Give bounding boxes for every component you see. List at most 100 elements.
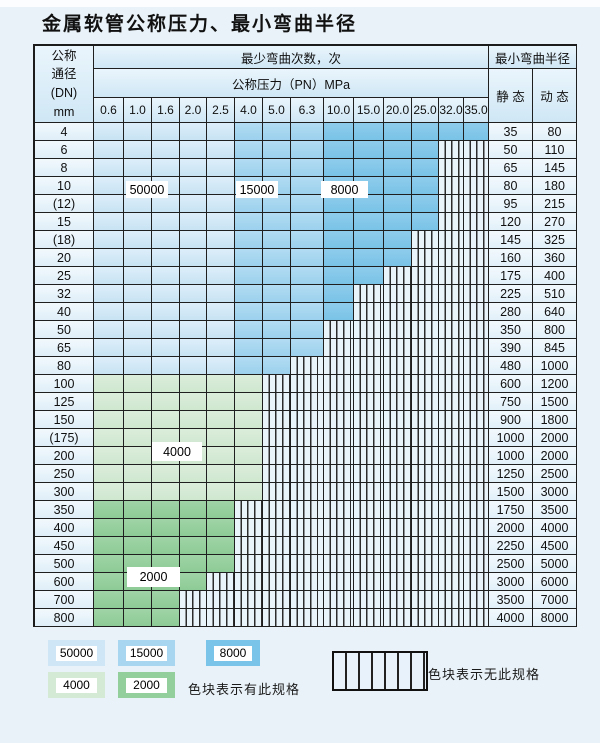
- table-row: 700 3500 7000: [35, 591, 577, 609]
- no-spec-cell: [464, 375, 489, 393]
- spec-cell: [152, 249, 180, 267]
- static-value-cell: 2500: [489, 555, 533, 573]
- no-spec-cell: [464, 339, 489, 357]
- spec-cell: [235, 249, 263, 267]
- table-row: 6 50 110: [35, 141, 577, 159]
- no-spec-cell: [412, 483, 439, 501]
- spec-cell: [180, 501, 207, 519]
- spec-cell: [124, 465, 152, 483]
- dynamic-value-cell: 2500: [533, 465, 577, 483]
- spec-cell: [263, 159, 291, 177]
- legend-no-spec-swatch: [332, 651, 428, 691]
- no-spec-cell: [291, 447, 324, 465]
- static-value-cell: 1750: [489, 501, 533, 519]
- table-row: 450 2250 4500: [35, 537, 577, 555]
- pressure-col-header: 10.0: [324, 98, 354, 123]
- no-spec-cell: [354, 375, 384, 393]
- legend-value-2000: 2000: [125, 677, 168, 693]
- no-spec-cell: [235, 609, 263, 627]
- table-row: 8 65 145: [35, 159, 577, 177]
- static-value-cell: 600: [489, 375, 533, 393]
- spec-table: 公称 通径 (DN) mm 最少弯曲次数，次 最小弯曲半径 公称压力（PN）MP…: [33, 44, 577, 627]
- dn-cell: 700: [35, 591, 94, 609]
- spec-cell: [207, 537, 235, 555]
- spec-cell: [180, 393, 207, 411]
- no-spec-cell: [324, 357, 354, 375]
- no-spec-cell: [324, 609, 354, 627]
- spec-cell: [152, 213, 180, 231]
- spec-cell: [235, 267, 263, 285]
- table-header: 公称 通径 (DN) mm 最少弯曲次数，次 最小弯曲半径 公称压力（PN）MP…: [35, 46, 577, 123]
- spec-cell: [94, 339, 124, 357]
- pressure-col-header: 25.0: [412, 98, 439, 123]
- spec-cell: [180, 141, 207, 159]
- no-spec-cell: [412, 321, 439, 339]
- pressure-col-header: 1.0: [124, 98, 152, 123]
- spec-cell: [152, 537, 180, 555]
- pressure-col-header: 20.0: [384, 98, 412, 123]
- no-spec-cell: [324, 465, 354, 483]
- spec-cell: [180, 321, 207, 339]
- spec-cell: [464, 123, 489, 141]
- no-spec-cell: [384, 339, 412, 357]
- no-spec-cell: [412, 429, 439, 447]
- dynamic-value-cell: 5000: [533, 555, 577, 573]
- spec-cell: [235, 393, 263, 411]
- dn-cell: 500: [35, 555, 94, 573]
- spec-cell: [324, 231, 354, 249]
- dynamic-value-cell: 1800: [533, 411, 577, 429]
- legend-no-spec-note: 色块表示无此规格: [428, 667, 541, 682]
- spec-cell: [124, 339, 152, 357]
- static-value-cell: 35: [489, 123, 533, 141]
- spec-cell: [207, 303, 235, 321]
- pressure-col-header: 5.0: [263, 98, 291, 123]
- spec-cell: [94, 177, 124, 195]
- spec-cell: [384, 141, 412, 159]
- no-spec-cell: [412, 573, 439, 591]
- pressure-col-header: 15.0: [354, 98, 384, 123]
- pressure-col-header: 6.3: [291, 98, 324, 123]
- spec-cell: [207, 285, 235, 303]
- spec-cell: [263, 303, 291, 321]
- spec-cell: [263, 285, 291, 303]
- spec-cell: [94, 249, 124, 267]
- no-spec-cell: [263, 591, 291, 609]
- dynamic-value-cell: 510: [533, 285, 577, 303]
- no-spec-cell: [291, 357, 324, 375]
- spec-cell: [152, 339, 180, 357]
- no-spec-cell: [324, 375, 354, 393]
- dynamic-value-cell: 1200: [533, 375, 577, 393]
- no-spec-cell: [354, 483, 384, 501]
- no-spec-cell: [384, 573, 412, 591]
- static-value-cell: 1250: [489, 465, 533, 483]
- spec-cell: [180, 519, 207, 537]
- no-spec-cell: [263, 429, 291, 447]
- dn-cell: 8: [35, 159, 94, 177]
- spec-cell: [235, 483, 263, 501]
- spec-cell: [207, 123, 235, 141]
- no-spec-cell: [291, 501, 324, 519]
- bend-cycles-header: 最少弯曲次数，次: [94, 46, 489, 69]
- table-row: 600 3000 6000: [35, 573, 577, 591]
- spec-cell: [180, 213, 207, 231]
- spec-cell: [94, 465, 124, 483]
- no-spec-cell: [235, 519, 263, 537]
- no-spec-cell: [412, 555, 439, 573]
- dynamic-value-cell: 800: [533, 321, 577, 339]
- corner-line-2: 通径: [51, 67, 77, 82]
- spec-cell: [263, 249, 291, 267]
- pressure-col-header: 32.0: [439, 98, 464, 123]
- spec-cell: [291, 321, 324, 339]
- spec-cell: [152, 411, 180, 429]
- no-spec-cell: [324, 393, 354, 411]
- spec-cell: [263, 213, 291, 231]
- spec-cell: [124, 141, 152, 159]
- spec-cell: [124, 285, 152, 303]
- static-value-cell: 2250: [489, 537, 533, 555]
- spec-cell: [207, 177, 235, 195]
- dn-cell: (175): [35, 429, 94, 447]
- spec-cell: [263, 123, 291, 141]
- no-spec-cell: [439, 393, 464, 411]
- static-value-cell: 280: [489, 303, 533, 321]
- spec-cell: [180, 267, 207, 285]
